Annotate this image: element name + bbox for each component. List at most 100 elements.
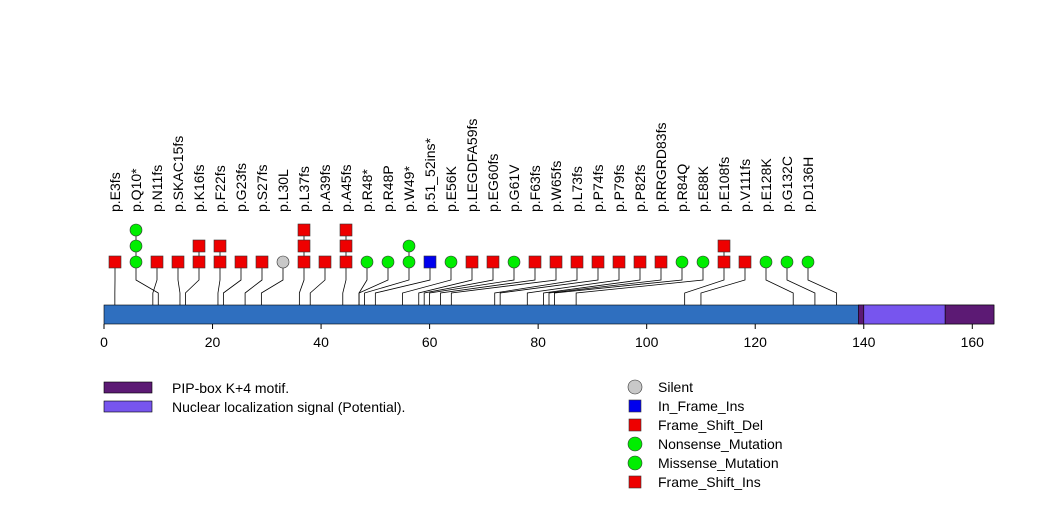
mutation-stem (526, 262, 620, 305)
axis-tick-label: 160 (961, 334, 985, 350)
mutation-label: p.G61V (506, 164, 522, 212)
axis-tick-label: 100 (635, 334, 659, 350)
legend-type-swatch (628, 399, 642, 413)
mutation-label: p.A39fs (317, 165, 333, 212)
legend-domain-swatch (103, 400, 153, 413)
mutation-label: p.E88K (695, 165, 711, 212)
mutation-stem (494, 262, 578, 305)
marker-frame_shift_del (171, 255, 185, 269)
mutation-stem (260, 262, 284, 305)
axis-tick-label: 80 (530, 334, 546, 350)
mutation-label: p.G23fs (233, 163, 249, 212)
legend-domain-label: PIP-box K+4 motif. (172, 380, 289, 396)
mutation-labels-layer: p.E3fs p.Q10* p.N11fs p.SKAC15fs p.K16fs p.F2… (107, 119, 816, 212)
marker-frame_shift_del (591, 255, 605, 269)
mutation-label: p.V111fs (737, 159, 753, 212)
axis-tick-label: 140 (852, 334, 876, 350)
mutation-label: p.Q10* (128, 168, 144, 212)
marker-frame_shift_del (255, 255, 269, 269)
marker-missense_mutation (780, 255, 794, 269)
marker-silent (276, 255, 290, 269)
mutation-stem (298, 262, 305, 305)
marker-frame_shift_del (738, 255, 752, 269)
marker-frame_shift_del (717, 255, 731, 269)
legend-domain-label: Nuclear localization signal (Potential). (172, 399, 405, 415)
mutation-stem (244, 262, 263, 305)
mutation-label: p.E128K (758, 158, 774, 212)
mutation-label: p.F22fs (212, 165, 228, 212)
mutation-stem (342, 262, 347, 305)
marker-frame_shift_del (213, 255, 227, 269)
legend-domains: PIP-box K+4 motif. Nuclear localization s… (103, 380, 405, 415)
axis-tick-label: 120 (744, 334, 768, 350)
legend-type-label: Silent (658, 379, 693, 395)
marker-frame_shift_del (297, 223, 311, 237)
mutation-stem (684, 262, 725, 305)
marker-missense_mutation (801, 255, 815, 269)
markers-layer (108, 223, 815, 269)
marker-frame_shift_del (213, 239, 227, 253)
mutation-label: p.LEGDFA59fs (464, 119, 480, 212)
mutation-stem (543, 262, 641, 305)
legend-type-label: Frame_Shift_Ins (658, 474, 761, 490)
mutation-label: p.51_52ins* (422, 137, 438, 212)
marker-missense_mutation (759, 255, 773, 269)
mutation-label: p.K16fs (191, 165, 207, 212)
marker-frame_shift_del (192, 239, 206, 253)
mutation-label: p.A45fs (338, 165, 354, 212)
axis-tick-label: 0 (100, 334, 108, 350)
mutation-label: p.EG60fs (485, 154, 501, 212)
legend-type-swatch (628, 475, 642, 489)
marker-frame_shift_del (486, 255, 500, 269)
marker-frame_shift_del (654, 255, 668, 269)
mutation-stem (152, 262, 158, 305)
axis-tick-label: 20 (205, 334, 221, 350)
marker-frame_shift_del (717, 239, 731, 253)
domain-1 (944, 304, 995, 325)
mutation-label: p.L30L (275, 169, 291, 212)
mutation-label: p.E56K (443, 165, 459, 212)
mutation-stem (358, 262, 368, 305)
marker-nonsense_mutation (129, 239, 143, 253)
mutation-label: p.R84Q (674, 164, 690, 212)
marker-nonsense_mutation (129, 255, 143, 269)
domain-0 (863, 304, 946, 325)
mutation-stem (309, 262, 326, 305)
mutation-stem (222, 262, 242, 305)
legend-type-label: Frame_Shift_Del (658, 417, 763, 433)
marker-missense_mutation (444, 255, 458, 269)
mutation-stem (765, 262, 794, 305)
marker-missense_mutation (696, 255, 710, 269)
mutation-label: p.P82fs (632, 165, 648, 212)
mutation-stem (554, 262, 683, 305)
domain-2 (858, 304, 865, 325)
marker-frame_shift_del (318, 255, 332, 269)
mutation-stem (429, 262, 515, 305)
protein-backbone (103, 304, 995, 325)
marker-nonsense_mutation (129, 223, 143, 237)
mutation-stem (217, 262, 221, 305)
mutation-stem (185, 262, 200, 305)
mutation-stem (423, 262, 494, 305)
mutation-stem (700, 262, 746, 305)
legend-type-swatch (627, 379, 643, 395)
marker-frame_shift_del (297, 255, 311, 269)
mutation-label: p.L73fs (569, 166, 585, 212)
mutation-stem (374, 262, 431, 305)
mutation-label: p.RRGRD83fs (653, 123, 669, 212)
mutation-stem (177, 262, 181, 305)
stems-layer (114, 230, 838, 305)
x-axis: 0 20 40 60 80 100 120 140 160 (100, 324, 984, 350)
mutation-stem (575, 262, 704, 305)
marker-frame_shift_del (612, 255, 626, 269)
mutation-label: p.S27fs (254, 165, 270, 212)
mutation-label: p.N11fs (149, 165, 165, 212)
mutation-label: p.E3fs (107, 172, 123, 212)
mutation-label: p.R48* (359, 169, 375, 212)
mutation-label: p.R48P (380, 165, 396, 212)
mutation-stem (402, 262, 452, 305)
mutation-label: p.E108fs (716, 157, 732, 212)
mutation-stem (450, 262, 557, 305)
legend-type-swatch (627, 455, 643, 471)
marker-frame_shift_del (528, 255, 542, 269)
